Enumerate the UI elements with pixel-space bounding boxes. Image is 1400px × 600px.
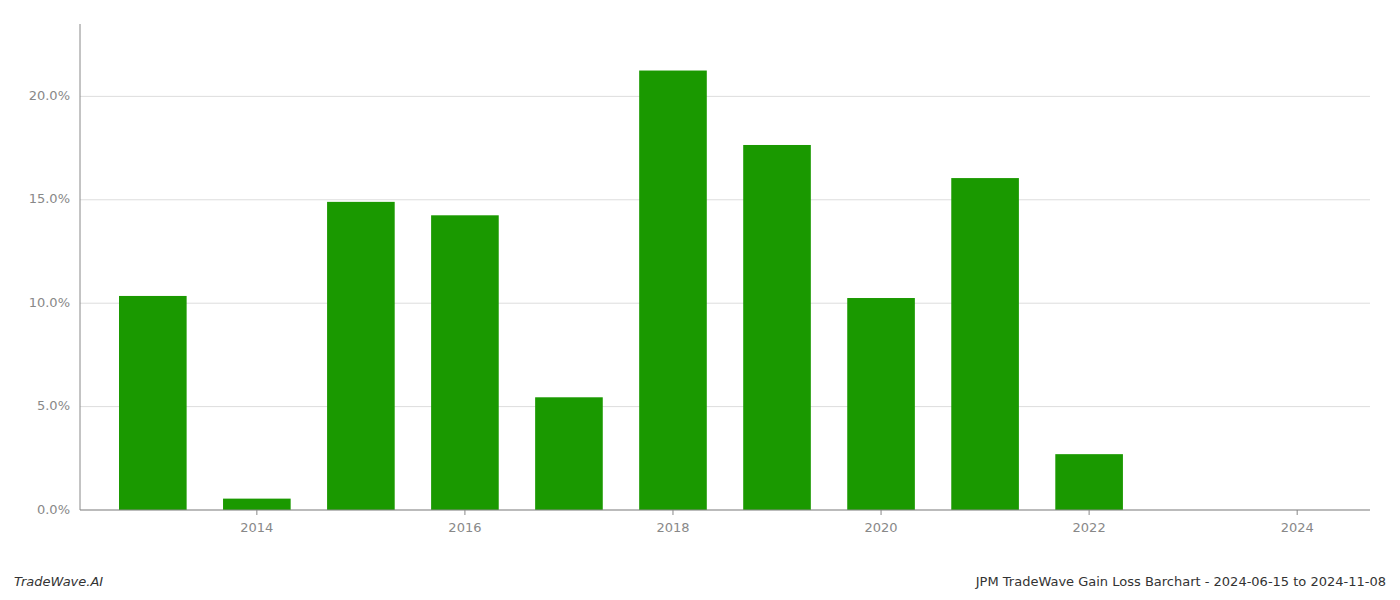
x-tick <box>1297 510 1298 515</box>
x-tick <box>256 510 257 515</box>
y-tick-label: 0.0% <box>37 502 70 517</box>
x-tick <box>672 510 673 515</box>
bar <box>743 145 811 510</box>
grid-line <box>80 303 1370 304</box>
grid-line <box>80 96 1370 97</box>
y-grid <box>80 96 1370 510</box>
grid-line <box>80 406 1370 407</box>
x-tick-label: 2016 <box>448 520 481 535</box>
x-axis-line <box>80 510 1370 511</box>
bar <box>951 178 1019 510</box>
chart-container: 0.0% 5.0% 10.0% 15.0% 20.0% 2014 2016 2018 2020 2… <box>0 0 1400 600</box>
watermark: TradeWave.AI <box>14 574 103 589</box>
y-tick-label: 20.0% <box>29 88 70 103</box>
x-tick <box>881 510 882 515</box>
bar <box>1055 454 1123 510</box>
y-tick-label: 15.0% <box>29 191 70 206</box>
y-tick-label: 10.0% <box>29 295 70 310</box>
bar <box>639 71 707 510</box>
y-axis-line <box>80 24 81 510</box>
bar <box>327 202 395 510</box>
x-tick <box>1089 510 1090 515</box>
grid-line <box>80 199 1370 200</box>
x-tick-label: 2014 <box>240 520 273 535</box>
x-tick-label: 2024 <box>1281 520 1314 535</box>
bar <box>431 215 499 510</box>
chart: 0.0% 5.0% 10.0% 15.0% 20.0% 2014 2016 2018 2020 2… <box>0 0 1400 600</box>
bar <box>535 397 603 510</box>
grid-line <box>80 510 1370 511</box>
x-tick-label: 2018 <box>656 520 689 535</box>
bars <box>119 71 1123 510</box>
x-tick-label: 2022 <box>1073 520 1106 535</box>
bar <box>119 296 187 510</box>
x-tick <box>464 510 465 515</box>
x-tick-label: 2020 <box>865 520 898 535</box>
bar <box>847 298 915 510</box>
title: JPM TradeWave Gain Loss Barchart - 2024-… <box>975 574 1386 589</box>
y-tick-label: 5.0% <box>37 398 70 413</box>
bar <box>223 499 291 510</box>
